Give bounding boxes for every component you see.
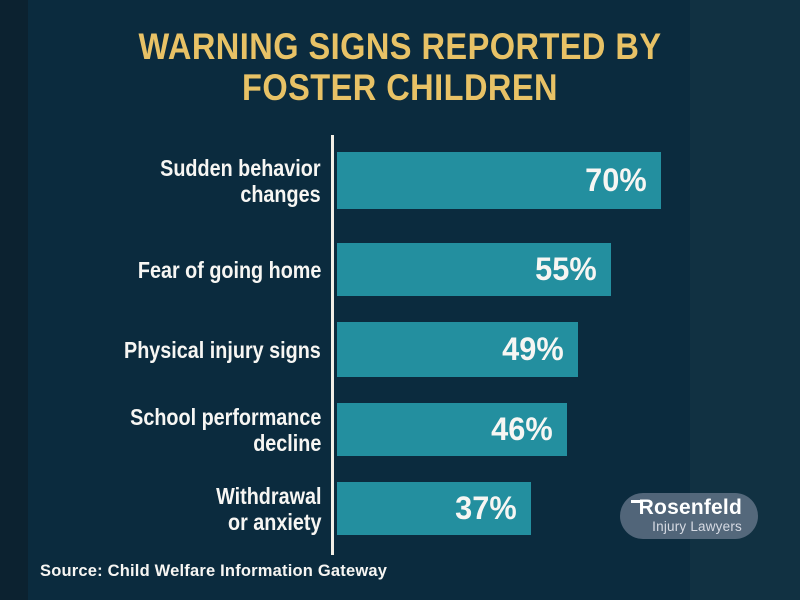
bar-row: Withdrawal or anxiety 37% (0, 482, 690, 535)
bar-value-label: 70% (585, 162, 647, 198)
bar-chart: Sudden behavior changes 70% Fear of goin… (0, 135, 800, 555)
bar-value-label: 55% (535, 251, 597, 287)
category-label: Withdrawal or anxiety (215, 482, 321, 535)
background-left-band (0, 0, 28, 600)
bar-value-label: 49% (502, 331, 564, 367)
bar-row: Sudden behavior changes 70% (0, 152, 690, 209)
logo-name: Rosenfeld (620, 497, 742, 519)
source-note: Source: Child Welfare Information Gatewa… (40, 562, 388, 580)
bar: 37% (337, 482, 531, 535)
logo-name-text: Rosenfeld (638, 496, 742, 519)
bar-value-label: 37% (455, 490, 517, 526)
axis-line (331, 135, 334, 555)
category-label: School performance decline (129, 403, 321, 456)
bar-value-label: 46% (491, 411, 553, 447)
bar: 70% (337, 152, 661, 209)
logo-flag-icon (630, 500, 641, 503)
bar: 55% (337, 243, 611, 296)
logo-badge: Rosenfeld Injury Lawyers (620, 493, 758, 539)
category-label: Fear of going home (137, 256, 321, 283)
chart-title: WARNING SIGNS REPORTED BY FOSTER CHILDRE… (48, 26, 752, 108)
bar: 49% (337, 322, 578, 377)
chart-title-line2: FOSTER CHILDREN (242, 67, 558, 108)
bar-row: Fear of going home 55% (0, 243, 690, 296)
category-label: Physical injury signs (124, 336, 321, 363)
chart-title-line1: WARNING SIGNS REPORTED BY (138, 26, 662, 67)
category-label: Sudden behavior changes (160, 154, 321, 207)
bar-row: School performance decline 46% (0, 403, 690, 456)
bar-row: Physical injury signs 49% (0, 322, 690, 377)
logo-tagline: Injury Lawyers (652, 519, 742, 534)
bar: 46% (337, 403, 567, 456)
